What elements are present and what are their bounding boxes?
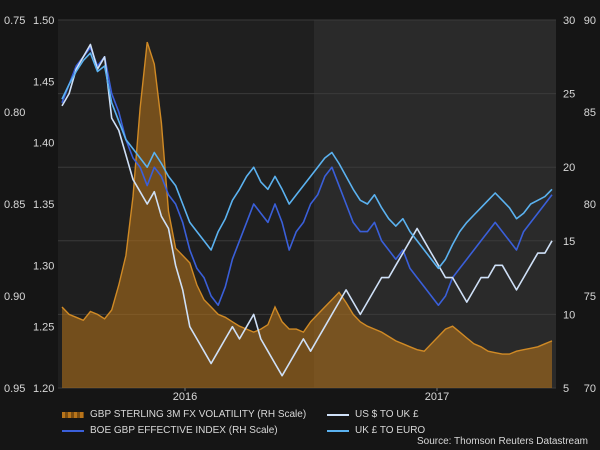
left-inner-tick-label: 1.25 bbox=[33, 322, 54, 334]
legend-euro-label: UK £ TO EURO bbox=[355, 425, 426, 436]
right-inner-tick-label: 5 bbox=[563, 383, 569, 395]
legend-volatility-label: GBP STERLING 3M FX VOLATILITY (RH Scale) bbox=[90, 409, 307, 420]
boe-swatch bbox=[62, 429, 84, 432]
right-outer-tick-label: 90 bbox=[584, 15, 596, 27]
legend-boe: BOE GBP EFFECTIVE INDEX (RH Scale) bbox=[62, 425, 278, 436]
legend-volatility: GBP STERLING 3M FX VOLATILITY (RH Scale) bbox=[62, 409, 306, 420]
left-outer-tick-label: 0.90 bbox=[4, 291, 25, 303]
right-inner-tick-label: 30 bbox=[563, 15, 575, 27]
legend-boe-label: BOE GBP EFFECTIVE INDEX (RH Scale) bbox=[90, 425, 278, 436]
right-outer-tick-label: 80 bbox=[584, 199, 596, 211]
x-tick-label: 2017 bbox=[425, 391, 449, 403]
left-outer-tick-label: 0.80 bbox=[4, 107, 25, 119]
axes-layer: 0.75 0.80 0.85 0.90 0.95 1.50 1.45 1.40 1.35 1.30… bbox=[4, 15, 596, 403]
left-inner-tick-label: 1.40 bbox=[33, 138, 54, 150]
euro-swatch bbox=[327, 429, 349, 432]
left-inner-tick-label: 1.50 bbox=[33, 15, 54, 27]
right-outer-tick-label: 85 bbox=[584, 107, 596, 119]
series-line-usd bbox=[61, 43, 553, 377]
left-inner-tick-label: 1.20 bbox=[33, 383, 54, 395]
x-tick-label: 2016 bbox=[173, 391, 197, 403]
left-inner-tick-label: 1.45 bbox=[33, 76, 54, 88]
volatility-swatch bbox=[62, 411, 84, 418]
left-outer-tick-label: 0.85 bbox=[4, 199, 25, 211]
right-inner-tick-label: 20 bbox=[563, 162, 575, 174]
right-inner-tick-label: 25 bbox=[563, 89, 575, 101]
usd-swatch bbox=[327, 413, 349, 416]
left-inner-tick-label: 1.35 bbox=[33, 199, 54, 211]
legend-usd-label: US $ TO UK £ bbox=[355, 409, 419, 420]
legend-euro: UK £ TO EURO bbox=[327, 425, 425, 436]
legend: GBP STERLING 3M FX VOLATILITY (RH Scale)… bbox=[62, 405, 592, 449]
right-inner-tick-label: 15 bbox=[563, 236, 575, 248]
left-outer-tick-label: 0.75 bbox=[4, 15, 25, 27]
right-inner-tick-label: 10 bbox=[563, 309, 575, 321]
series-layer bbox=[61, 41, 553, 388]
left-outer-tick-label: 0.95 bbox=[4, 383, 25, 395]
right-outer-tick-label: 70 bbox=[584, 383, 596, 395]
left-inner-tick-label: 1.30 bbox=[33, 260, 54, 272]
series-line-euro bbox=[61, 52, 553, 270]
series-line-boe bbox=[61, 46, 553, 306]
source-note: Source: Thomson Reuters Datastream bbox=[416, 436, 588, 447]
legend-usd: US $ TO UK £ bbox=[327, 409, 419, 420]
series-line-volatility bbox=[61, 41, 553, 355]
right-outer-tick-label: 75 bbox=[584, 291, 596, 303]
